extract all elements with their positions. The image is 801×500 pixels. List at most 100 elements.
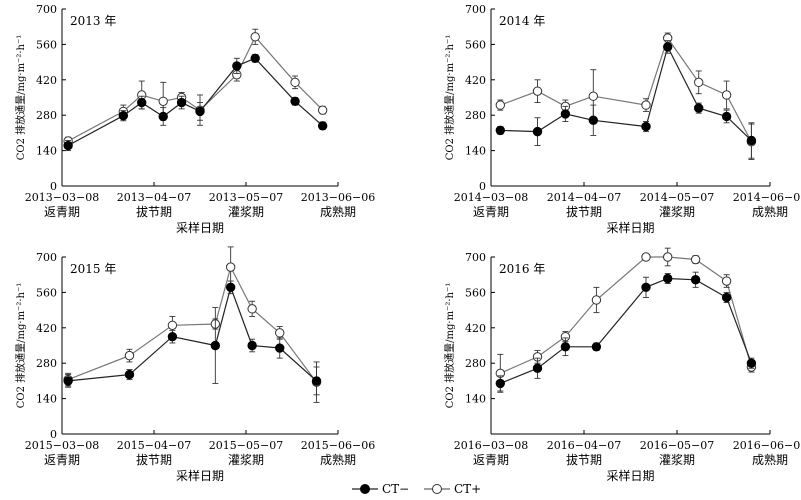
x-tick-label: 2013−06−06	[301, 191, 375, 204]
data-point	[663, 273, 673, 284]
y-axis-label: CO2 排放通量/mg·m⁻²·h⁻¹	[443, 35, 456, 161]
data-point	[690, 254, 701, 265]
stage-label: 灌浆期	[228, 204, 264, 219]
y-tick-label: 700	[36, 251, 57, 264]
legend-label-ct-minus: CT−	[382, 482, 409, 496]
y-tick-label: 280	[465, 109, 486, 122]
y-tick-label: 420	[36, 74, 57, 87]
y-tick-label: 280	[36, 357, 57, 370]
series-line	[67, 265, 317, 383]
y-axis-label: CO2 排放通量/mg·m⁻²·h⁻¹	[14, 35, 27, 161]
x-tick-label: 2013−03−08	[25, 191, 99, 204]
y-tick-label: 560	[36, 286, 57, 299]
series-ct-plus	[63, 246, 322, 403]
data-point	[63, 140, 73, 151]
data-point	[746, 358, 757, 368]
panel-title: 2013 年	[70, 14, 116, 28]
data-point	[641, 121, 651, 132]
data-point	[721, 276, 732, 286]
data-point	[124, 369, 135, 380]
data-point	[275, 328, 285, 338]
data-point	[495, 125, 505, 136]
stage-label: 返青期	[44, 453, 80, 467]
x-axis-label: 采样日期	[606, 468, 654, 483]
x-tick-label: 2016−06−06	[733, 439, 801, 452]
y-tick-label: 560	[465, 38, 486, 51]
y-tick-label: 140	[36, 393, 57, 406]
series-ct-plus	[495, 32, 757, 160]
data-point	[588, 91, 598, 101]
stage-label: 拔节期	[136, 452, 172, 467]
data-point	[210, 340, 221, 351]
panel-title: 2016 年	[499, 262, 545, 276]
y-tick-label: 140	[465, 145, 486, 158]
y-tick-label: 420	[465, 322, 486, 335]
data-point	[694, 77, 704, 88]
series-ct-minus	[63, 280, 322, 396]
stage-label: 灌浆期	[659, 204, 695, 219]
data-point	[721, 111, 732, 122]
panel-title: 2014 年	[499, 14, 545, 28]
legend-label-ct-plus: CT+	[454, 482, 481, 496]
data-point	[495, 100, 505, 110]
data-point	[225, 262, 236, 272]
y-tick-label: 420	[36, 322, 57, 335]
stage-label: 成熟期	[320, 452, 356, 467]
y-axis-label: CO2 排放通量/mg·m⁻²·h⁻¹	[443, 283, 456, 409]
legend-marker-ct-minus	[360, 484, 370, 494]
data-point	[311, 376, 322, 386]
y-tick-label: 700	[465, 3, 486, 16]
x-tick-label: 2014−03−08	[454, 191, 528, 204]
data-point	[588, 115, 598, 125]
x-axis-label: 采样日期	[176, 220, 224, 235]
y-tick-label: 420	[465, 74, 486, 87]
y-tick-label: 280	[36, 109, 57, 122]
data-point	[290, 77, 300, 88]
x-tick-label: 2013−04−07	[117, 191, 191, 204]
data-point	[560, 109, 571, 119]
y-tick-label: 140	[36, 145, 57, 158]
x-tick-label: 2013−05−07	[209, 191, 283, 204]
legend: CT− CT+	[352, 482, 481, 496]
series-ct-minus	[63, 53, 328, 152]
x-axis-label: 采样日期	[606, 220, 654, 235]
x-tick-label: 2015−03−08	[25, 439, 99, 452]
data-point	[591, 342, 602, 352]
data-point	[158, 111, 168, 122]
stage-label: 拔节期	[136, 204, 172, 219]
y-tick-label: 700	[36, 3, 57, 16]
data-point	[137, 97, 147, 108]
legend-marker-ct-plus	[432, 484, 442, 494]
stage-label: 拔节期	[566, 204, 602, 219]
x-tick-label: 2014−04−07	[547, 191, 621, 204]
data-point	[591, 295, 602, 305]
data-point	[275, 343, 285, 353]
x-tick-label: 2014−06−06	[733, 191, 801, 204]
data-point	[118, 111, 129, 121]
y-tick-label: 140	[465, 393, 486, 406]
stage-label: 成熟期	[320, 204, 356, 219]
data-point	[167, 331, 178, 342]
y-tick-label: 560	[465, 286, 486, 299]
data-point	[532, 363, 543, 373]
stage-label: 返青期	[44, 205, 80, 219]
data-point	[495, 378, 505, 389]
data-point	[158, 96, 168, 106]
data-point	[560, 342, 571, 352]
data-point	[721, 292, 732, 303]
stage-label: 成熟期	[752, 452, 788, 467]
data-point	[532, 126, 543, 137]
data-point	[176, 97, 187, 108]
stage-label: 灌浆期	[228, 452, 264, 467]
data-point	[641, 282, 651, 293]
x-tick-label: 2015−05−07	[209, 439, 283, 452]
data-point	[247, 304, 257, 314]
data-point	[247, 340, 257, 351]
data-point	[232, 61, 242, 71]
stage-label: 返青期	[473, 205, 509, 219]
data-point	[250, 53, 260, 64]
stage-label: 灌浆期	[659, 452, 695, 467]
y-axis-label: CO2 排放通量/mg·m⁻²·h⁻¹	[14, 283, 27, 409]
